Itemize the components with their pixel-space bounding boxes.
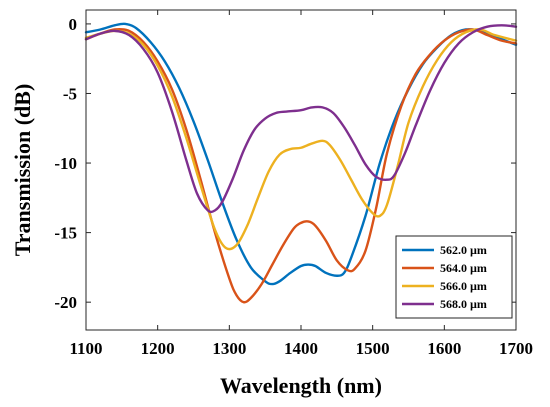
series-line-3 (84, 28, 518, 251)
x-tick-label: 1300 (212, 339, 246, 358)
y-tick-label: -15 (54, 224, 77, 243)
x-tick-label: 1500 (356, 339, 390, 358)
y-tick-label: -20 (54, 293, 77, 312)
legend-label-4: 568.0 µm (440, 297, 487, 311)
series-line-4 (84, 24, 518, 214)
y-tick-label: 0 (69, 15, 78, 34)
y-axis-label: Transmission (dB) (10, 84, 35, 257)
y-tick-label: -10 (54, 154, 77, 173)
legend-label-2: 564.0 µm (440, 261, 487, 275)
x-tick-label: 1700 (499, 339, 533, 358)
x-tick-label: 1200 (141, 339, 175, 358)
x-tick-label: 1600 (427, 339, 461, 358)
x-axis-label: Wavelength (nm) (220, 373, 382, 398)
series-line-2 (84, 27, 518, 304)
x-tick-label: 1400 (284, 339, 318, 358)
x-tick-label: 1100 (69, 339, 102, 358)
y-tick-label: -5 (63, 84, 77, 103)
legend: 562.0 µm 564.0 µm 566.0 µm 568.0 µm (395, 235, 513, 319)
legend-label-1: 562.0 µm (440, 243, 487, 257)
legend-label-3: 566.0 µm (440, 279, 487, 293)
